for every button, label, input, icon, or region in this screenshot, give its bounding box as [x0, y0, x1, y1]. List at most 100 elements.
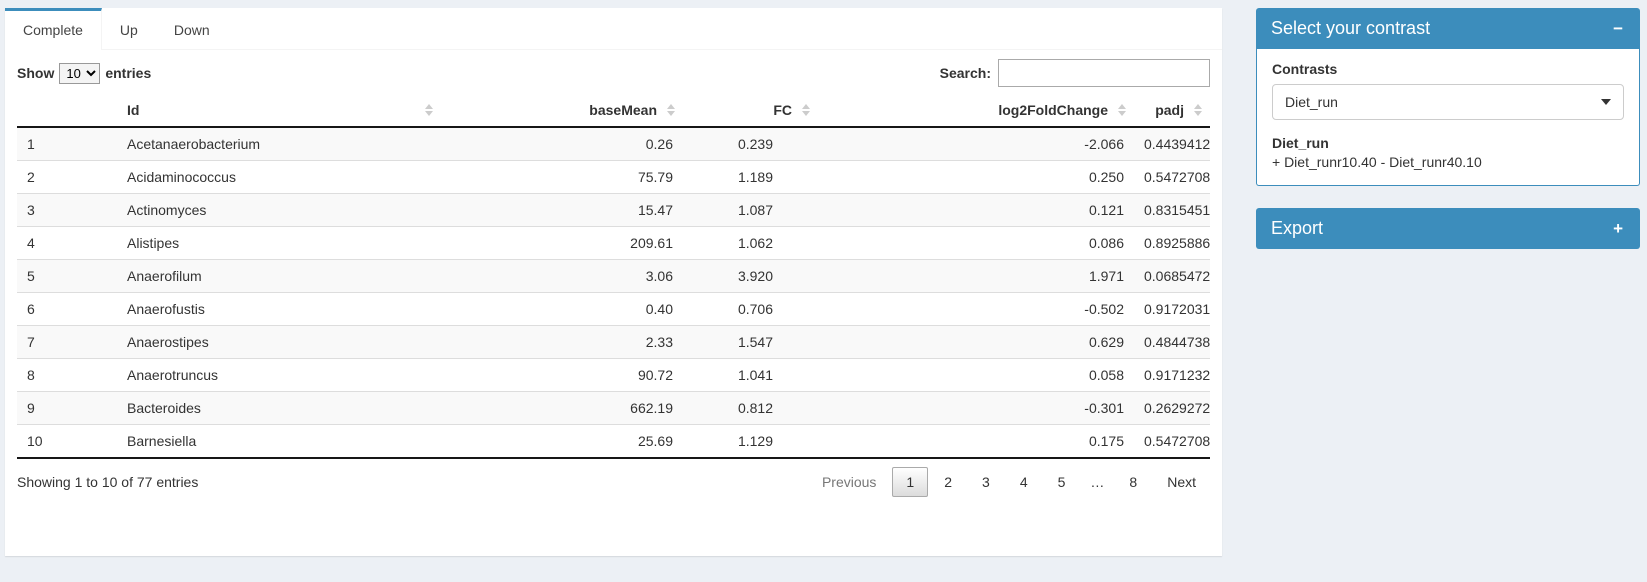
page-button-2[interactable]: 2 [944, 474, 953, 490]
column-header-log2fc[interactable]: log2FoldChange [818, 94, 1134, 128]
cell-num: 9 [17, 391, 117, 425]
cell-baseMean: 25.69 [441, 424, 683, 459]
cell-num: 2 [17, 160, 117, 194]
table-row[interactable]: 2 Acidaminococcus 75.79 1.189 0.250 0.5472708… [17, 160, 1210, 194]
export-panel-title: Export [1271, 218, 1324, 238]
cell-id: Anaerostipes [117, 325, 441, 359]
expand-plus-icon[interactable]: + [1613, 219, 1623, 238]
page-button-5[interactable]: 5 [1057, 474, 1066, 490]
previous-button[interactable]: Previous [821, 474, 877, 490]
cell-baseMean: 15.47 [441, 193, 683, 227]
column-header-index [17, 94, 117, 128]
sort-icon [1194, 104, 1202, 116]
table-info: Showing 1 to 10 of 77 entries [17, 474, 199, 490]
cell-id: Acidaminococcus [117, 160, 441, 194]
page-button-8[interactable]: 8 [1129, 474, 1138, 490]
cell-id: Barnesiella [117, 424, 441, 459]
cell-num: 1 [27, 136, 35, 152]
column-header-label: baseMean [589, 102, 657, 118]
cell-fc: 1.189 [683, 160, 818, 194]
cell-num: 6 [17, 292, 117, 326]
cell-log2fc: 0.629 [818, 325, 1134, 359]
cell-log2fc: 1.971 [818, 259, 1134, 293]
cell-fc: 0.706 [683, 292, 818, 326]
cell-id: Acetanaerobacterium [127, 136, 261, 152]
cell-baseMean: 0.26 [645, 136, 673, 152]
cell-padj: 0.54727084 [1134, 424, 1210, 459]
cell-padj: 0.91712322 [1134, 358, 1210, 392]
page-length-select[interactable]: 10 [59, 62, 101, 84]
column-header-baseMean[interactable]: baseMean [441, 94, 683, 128]
results-tab-box: Complete Up Down Show 10 entries Search: Id b… [5, 8, 1222, 556]
tab-content: Show 10 entries Search: Id baseMean FC log2Fo… [5, 59, 1222, 507]
contrast-detail-text: + Diet_runr10.40 - Diet_runr40.10 [1272, 154, 1482, 170]
show-label: Show [17, 64, 55, 81]
sidebar-column: Select your contrast − Contrasts Diet_ru… [1256, 8, 1640, 249]
table-footer: Showing 1 to 10 of 77 entries Previous 1 2… [17, 459, 1210, 507]
contrast-panel-body: Contrasts Diet_run Diet_run + Diet_runr1… [1256, 49, 1640, 186]
cell-fc: 0.239 [737, 136, 773, 152]
tab-complete[interactable]: Complete [5, 8, 102, 50]
page-button-1[interactable]: 1 [892, 467, 929, 497]
cell-baseMean: 75.79 [441, 160, 683, 194]
cell-log2fc: 0.058 [818, 358, 1134, 392]
cell-baseMean: 2.33 [441, 325, 683, 359]
table-body: 1 Acetanaerobacterium 0.26 0.239 -2.066 0.443… [17, 127, 1210, 459]
cell-baseMean: 90.72 [441, 358, 683, 392]
contrasts-selected-value: Diet_run [1285, 94, 1338, 110]
column-header-padj[interactable]: padj [1134, 94, 1210, 128]
cell-num: 3 [17, 193, 117, 227]
cell-fc: 1.062 [683, 226, 818, 260]
cell-fc: 1.041 [683, 358, 818, 392]
cell-baseMean: 662.19 [441, 391, 683, 425]
sort-icon [425, 104, 433, 116]
search-input[interactable] [998, 59, 1210, 87]
collapse-minus-icon[interactable]: − [1613, 19, 1623, 38]
column-header-label: padj [1155, 102, 1184, 118]
page-button-4[interactable]: 4 [1019, 474, 1028, 490]
cell-id: Anaerofustis [117, 292, 441, 326]
cell-baseMean: 209.61 [441, 226, 683, 260]
column-header-label: log2FoldChange [998, 102, 1108, 118]
table-row[interactable]: 1 Acetanaerobacterium 0.26 0.239 -2.066 0.443… [17, 127, 1210, 161]
sort-icon [802, 104, 810, 116]
pagination-ellipsis: … [1090, 474, 1105, 490]
cell-log2fc: -0.301 [818, 391, 1134, 425]
entries-label: entries [105, 64, 152, 81]
export-panel-header[interactable]: Export + [1256, 208, 1640, 249]
tab-down[interactable]: Down [173, 22, 210, 38]
cell-padj: 0.48447385 [1134, 325, 1210, 359]
search-label: Search: [939, 65, 991, 81]
pagination: Previous 1 2 3 4 5 … 8 Next [806, 467, 1210, 497]
cell-baseMean: 0.40 [441, 292, 683, 326]
cell-num: 10 [17, 424, 117, 459]
tab-up[interactable]: Up [119, 22, 138, 38]
cell-log2fc: 0.250 [818, 160, 1134, 194]
cell-baseMean: 3.06 [441, 259, 683, 293]
contrasts-dropdown[interactable]: Diet_run [1272, 84, 1624, 120]
contrast-panel-title: Select your contrast [1271, 18, 1431, 38]
cell-log2fc: 0.121 [818, 193, 1134, 227]
sort-icon [1118, 104, 1126, 116]
page-button-3[interactable]: 3 [982, 474, 990, 490]
cell-fc: 0.812 [683, 391, 818, 425]
column-header-id[interactable]: Id [117, 94, 441, 128]
next-button[interactable]: Next [1167, 474, 1196, 490]
cell-padj: 0.83154513 [1134, 193, 1210, 227]
caret-down-icon [1601, 99, 1611, 105]
column-header-fc[interactable]: FC [683, 94, 818, 128]
cell-num: 4 [17, 226, 117, 260]
cell-fc: 1.129 [683, 424, 818, 459]
contrasts-label: Contrasts [1272, 61, 1338, 77]
sort-icon [667, 104, 675, 116]
